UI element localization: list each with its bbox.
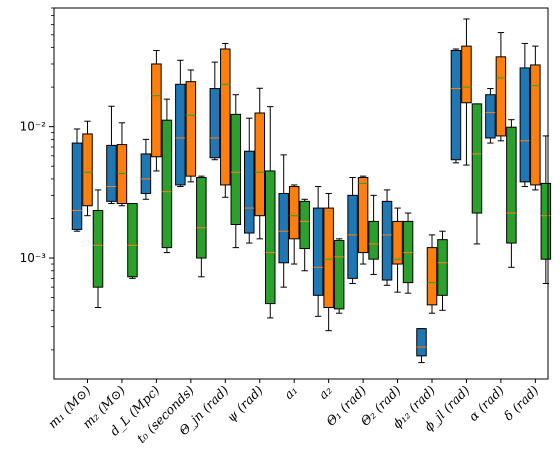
box-body bbox=[196, 177, 207, 259]
x-tick-label: δ (rad) bbox=[501, 382, 542, 423]
box-2-4 bbox=[185, 69, 197, 183]
box-3-5 bbox=[230, 94, 242, 249]
box-body bbox=[381, 200, 393, 281]
box-2-10 bbox=[392, 207, 403, 293]
box-1-6 bbox=[244, 117, 255, 244]
box-body bbox=[288, 186, 300, 240]
box-body bbox=[278, 192, 289, 264]
box-body bbox=[392, 220, 403, 265]
x-tick-label: a₁ bbox=[281, 383, 300, 402]
series-1 bbox=[71, 42, 531, 364]
box-body bbox=[471, 103, 483, 214]
box-body bbox=[230, 113, 242, 225]
box-1-12 bbox=[450, 48, 462, 164]
box-body bbox=[82, 133, 93, 207]
box-2-12 bbox=[461, 18, 472, 166]
box-2-6 bbox=[254, 87, 265, 240]
box-body bbox=[244, 150, 255, 234]
box-1-4 bbox=[175, 59, 186, 188]
box-body bbox=[220, 48, 231, 186]
box-3-6 bbox=[265, 106, 276, 319]
box-1-10 bbox=[381, 189, 393, 286]
box-2-8 bbox=[323, 192, 334, 332]
plot-frame bbox=[53, 7, 549, 380]
box-3-14 bbox=[540, 135, 552, 284]
box-body bbox=[161, 119, 173, 249]
box-body bbox=[71, 142, 83, 230]
box-body bbox=[116, 144, 128, 205]
box-3-11 bbox=[437, 230, 448, 311]
box-body bbox=[151, 63, 162, 158]
y-tick-label: 10⁻² bbox=[20, 120, 47, 134]
box-1-2 bbox=[106, 105, 117, 205]
box-body bbox=[450, 49, 462, 161]
box-2-5 bbox=[220, 42, 231, 198]
box-body bbox=[495, 56, 507, 137]
box-1-11 bbox=[416, 328, 427, 364]
box-body bbox=[92, 210, 104, 288]
box-body bbox=[333, 239, 345, 310]
box-3-12 bbox=[471, 103, 483, 245]
box-groups bbox=[71, 18, 552, 364]
box-2-13 bbox=[495, 32, 507, 142]
box-body bbox=[265, 170, 276, 305]
box-1-7 bbox=[278, 154, 289, 288]
box-body bbox=[323, 207, 334, 309]
box-3-3 bbox=[161, 98, 173, 254]
box-body bbox=[299, 200, 310, 250]
x-tick-label: a₂ bbox=[315, 383, 334, 402]
box-1-1 bbox=[71, 128, 83, 232]
box-body bbox=[357, 177, 369, 254]
box-1-9 bbox=[347, 177, 358, 284]
box-2-2 bbox=[116, 122, 128, 207]
box-body bbox=[461, 45, 472, 104]
x-axis: m₁ (M⊙)m₂ (M⊙)d_L (Mpc)t₀ (seconds)Θ_jn … bbox=[45, 379, 542, 446]
box-body bbox=[530, 64, 541, 186]
box-body bbox=[540, 182, 552, 260]
box-body bbox=[185, 81, 197, 177]
series-2 bbox=[82, 18, 541, 332]
box-body bbox=[519, 67, 531, 183]
y-axis: 10⁻³ 10⁻² bbox=[20, 7, 54, 351]
box-1-5 bbox=[209, 61, 221, 161]
box-3-4 bbox=[196, 175, 207, 278]
box-3-10 bbox=[402, 212, 414, 294]
box-3-1 bbox=[92, 189, 104, 309]
box-body bbox=[347, 194, 358, 279]
box-body bbox=[127, 203, 138, 278]
box-body bbox=[506, 126, 517, 244]
box-2-11 bbox=[426, 234, 438, 314]
x-tick-label: ψ (rad) bbox=[223, 382, 265, 424]
box-body bbox=[140, 153, 152, 194]
box-body bbox=[312, 207, 324, 296]
box-1-8 bbox=[312, 186, 324, 317]
y-tick-label: 10⁻³ bbox=[20, 251, 47, 265]
box-3-13 bbox=[506, 119, 517, 268]
box-2-3 bbox=[151, 49, 162, 172]
series-3 bbox=[92, 94, 552, 319]
box-3-9 bbox=[368, 194, 379, 275]
box-body bbox=[416, 328, 427, 357]
box-2-1 bbox=[82, 120, 93, 217]
box-body bbox=[254, 112, 265, 217]
box-3-8 bbox=[333, 238, 345, 314]
x-tick-label: α (rad) bbox=[466, 382, 508, 424]
box-3-2 bbox=[127, 203, 138, 279]
box-body bbox=[209, 88, 221, 159]
box-3-7 bbox=[299, 198, 310, 272]
box-1-13 bbox=[485, 88, 496, 144]
box-1-3 bbox=[140, 138, 152, 200]
box-body bbox=[426, 247, 438, 306]
box-1-14 bbox=[519, 42, 531, 188]
box-body bbox=[368, 220, 379, 260]
box-body bbox=[437, 239, 448, 296]
box-2-9 bbox=[357, 175, 369, 265]
box-body bbox=[402, 220, 414, 284]
box-body bbox=[106, 144, 117, 202]
box-body bbox=[485, 94, 496, 139]
box-2-14 bbox=[530, 45, 541, 191]
box-2-7 bbox=[288, 184, 300, 265]
box-body bbox=[175, 83, 186, 186]
